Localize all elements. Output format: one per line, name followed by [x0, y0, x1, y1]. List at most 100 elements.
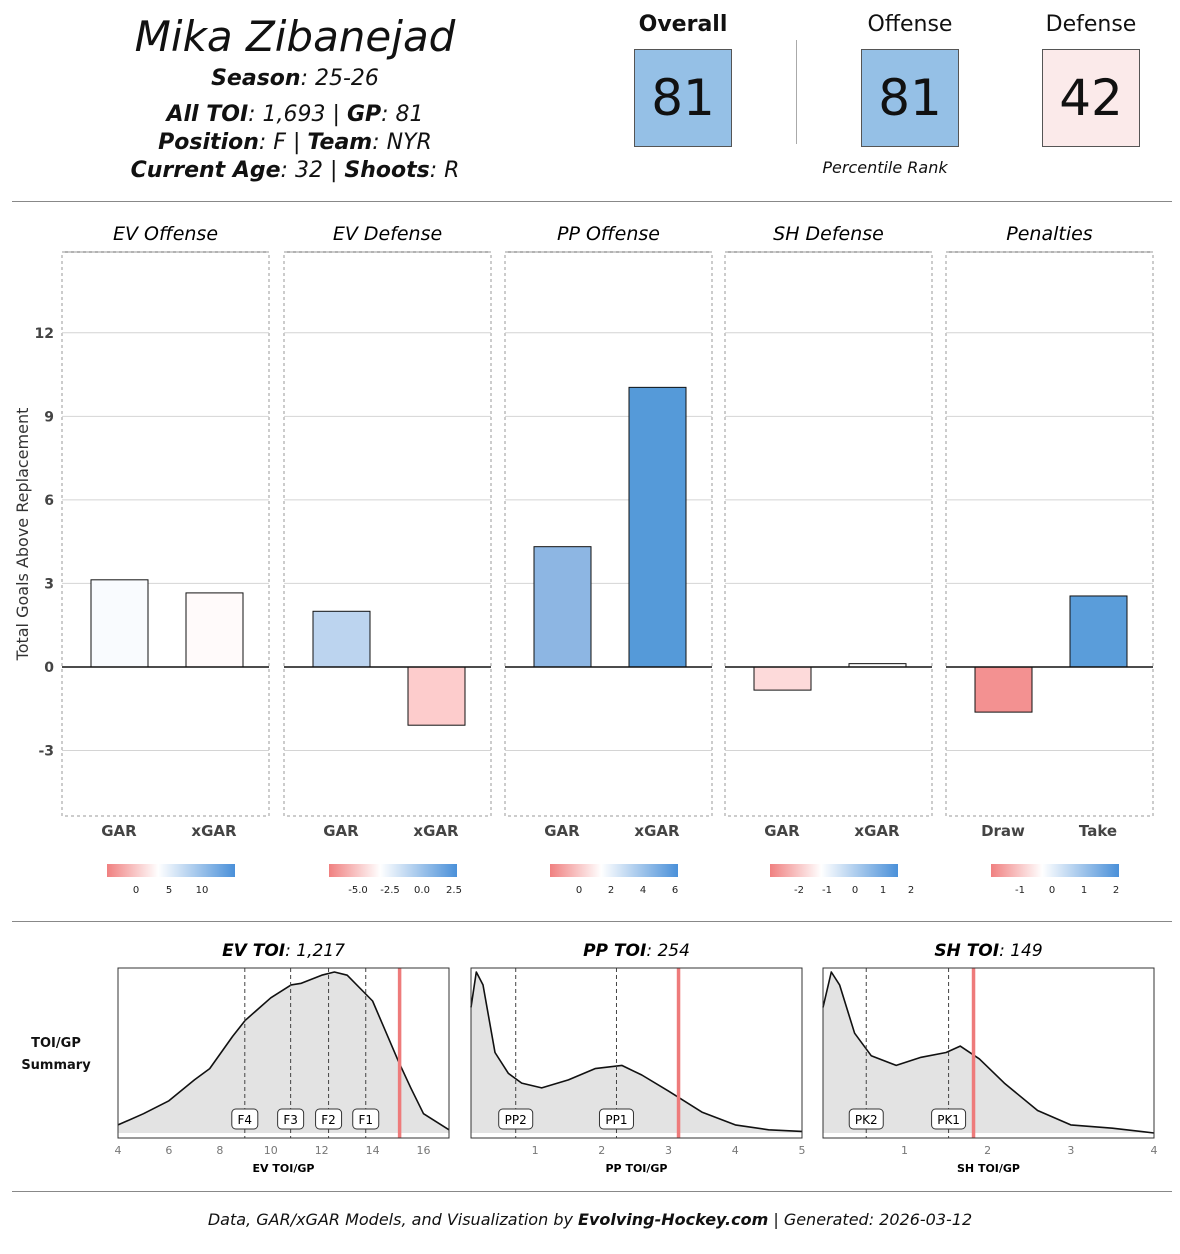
- density-curve: [822, 971, 1155, 1134]
- x-tick-label: 8: [216, 1144, 223, 1157]
- color-legend-bar: [107, 864, 235, 877]
- offense-rank: 81: [861, 49, 959, 147]
- density-title-sep: :: [646, 941, 657, 961]
- player-name: Mika Zibanejad: [134, 12, 456, 61]
- x-tick-label: GAR: [101, 822, 137, 840]
- position-value: F: [273, 130, 286, 155]
- y-tick-label: 12: [35, 326, 54, 342]
- density-frame: [117, 967, 450, 1139]
- x-tick-label: 10: [264, 1144, 278, 1157]
- color-legend-bar: [770, 864, 898, 877]
- marker-box: [498, 1108, 534, 1130]
- density-panel-1: PP TOI: 254 PP2 PP1 1 2 3 4 5 PP TOI/GP: [470, 941, 806, 1175]
- toi-summary-label: TOI/GP Summary: [21, 1036, 91, 1073]
- x-tick-label: Draw: [981, 822, 1025, 840]
- panel-border: [945, 251, 1154, 817]
- marker-label: F3: [283, 1113, 298, 1127]
- panel-border: [504, 251, 713, 817]
- legend-tick: 0: [852, 885, 858, 896]
- bar-gar: [90, 579, 149, 668]
- panel-border: [61, 251, 270, 817]
- marker-label: F1: [358, 1113, 373, 1127]
- panel-title: EV Offense: [113, 223, 218, 245]
- x-tick-label: 3: [665, 1144, 672, 1157]
- x-axis-label: EV TOI/GP: [253, 1162, 315, 1175]
- position-label: Position: [158, 130, 259, 155]
- legend-tick: -2.5: [380, 885, 400, 896]
- panel-penalties: Penalties Draw Take -1 0 1 2: [945, 223, 1154, 896]
- percentile-caption: Percentile Rank: [822, 158, 948, 177]
- x-tick-label: 6: [165, 1144, 172, 1157]
- footer-brand: Evolving-Hockey.com: [578, 1210, 769, 1229]
- marker-box: [931, 1108, 967, 1130]
- density-title: PP TOI: 254: [583, 941, 690, 961]
- x-tick-label: GAR: [764, 822, 800, 840]
- x-tick-label: 12: [315, 1144, 329, 1157]
- toi-label: All TOI: [166, 102, 249, 127]
- shoots-label: Shoots: [344, 158, 430, 183]
- legend-tick: 0.0: [414, 885, 430, 896]
- density-title-value: 254: [657, 941, 689, 961]
- legend-tick: 0: [133, 885, 139, 896]
- density-title-sep: :: [999, 941, 1010, 961]
- x-axis-label: SH TOI/GP: [957, 1162, 1020, 1175]
- density-frame: [470, 967, 803, 1139]
- bar-gar: [753, 666, 812, 691]
- divider: [12, 201, 1172, 202]
- defense-label: Defense: [1045, 12, 1137, 37]
- density-title-label: SH TOI: [934, 941, 999, 961]
- defense-rank: 42: [1042, 49, 1140, 147]
- marker-label: F2: [321, 1113, 336, 1127]
- marker-box: [848, 1108, 884, 1130]
- x-tick-label: 2: [984, 1144, 991, 1157]
- bar-take: [1069, 595, 1128, 668]
- density-panel-2: SH TOI: 149 PK2 PK1 1 2 3 4 SH TOI/GP: [822, 941, 1158, 1175]
- x-tick-label: GAR: [544, 822, 580, 840]
- x-tick-label: xGAR: [191, 822, 237, 840]
- x-tick-label: 16: [417, 1144, 431, 1157]
- legend-tick: -2: [794, 885, 804, 896]
- density-frame: [822, 967, 1155, 1139]
- panel-ev-offense: EV Offense GAR xGAR 0 5 10: [61, 223, 270, 896]
- overall-rank: 81: [634, 49, 732, 147]
- legend-tick: -5.0: [348, 885, 368, 896]
- legend-tick: 0: [1049, 885, 1055, 896]
- bar-draw: [974, 666, 1033, 713]
- x-tick-label: xGAR: [854, 822, 900, 840]
- panel-title: EV Defense: [333, 223, 442, 245]
- marker-box: [277, 1108, 305, 1130]
- bar-gar: [533, 546, 592, 668]
- bar-xgar: [628, 386, 687, 668]
- rank-divider: [796, 40, 797, 144]
- density-fill: [823, 972, 1154, 1133]
- marker-label: PK1: [937, 1113, 960, 1127]
- marker-label: PP1: [605, 1113, 627, 1127]
- legend-tick: 1: [880, 885, 886, 896]
- density-panel-0: EV TOI: 1,217 F4 F3 F2 F1 4 6 8 10 12 14 16 EV TOI/G…: [115, 941, 450, 1175]
- color-legend-bar: [329, 864, 457, 877]
- bar-xgar: [185, 592, 244, 668]
- footer-credit: Data, GAR/xGAR Models, and Visualization…: [0, 1210, 1180, 1229]
- legend-tick: 10: [196, 885, 209, 896]
- gp-value: 81: [395, 102, 424, 127]
- x-tick-label: 4: [1151, 1144, 1158, 1157]
- panel-title: SH Defense: [773, 223, 884, 245]
- panel-title: PP Offense: [557, 223, 660, 245]
- season-line: Season: 25-26: [211, 66, 379, 91]
- x-tick-label: 14: [366, 1144, 380, 1157]
- age-label: Current Age: [130, 158, 281, 183]
- age-value: 32: [294, 158, 323, 183]
- x-tick-label: 5: [799, 1144, 806, 1157]
- marker-box: [598, 1108, 634, 1130]
- density-title-sep: :: [285, 941, 296, 961]
- density-title-value: 1,217: [296, 941, 345, 961]
- legend-tick: -1: [822, 885, 832, 896]
- x-tick-label: 2: [598, 1144, 605, 1157]
- y-tick-label: 3: [44, 576, 54, 592]
- density-title: SH TOI: 149: [934, 941, 1042, 961]
- panel-title: Penalties: [1006, 223, 1093, 245]
- density-fill: [471, 972, 802, 1133]
- toi-line: All TOI: 1,693 | GP: 81: [166, 102, 424, 127]
- legend-tick: -1: [1015, 885, 1025, 896]
